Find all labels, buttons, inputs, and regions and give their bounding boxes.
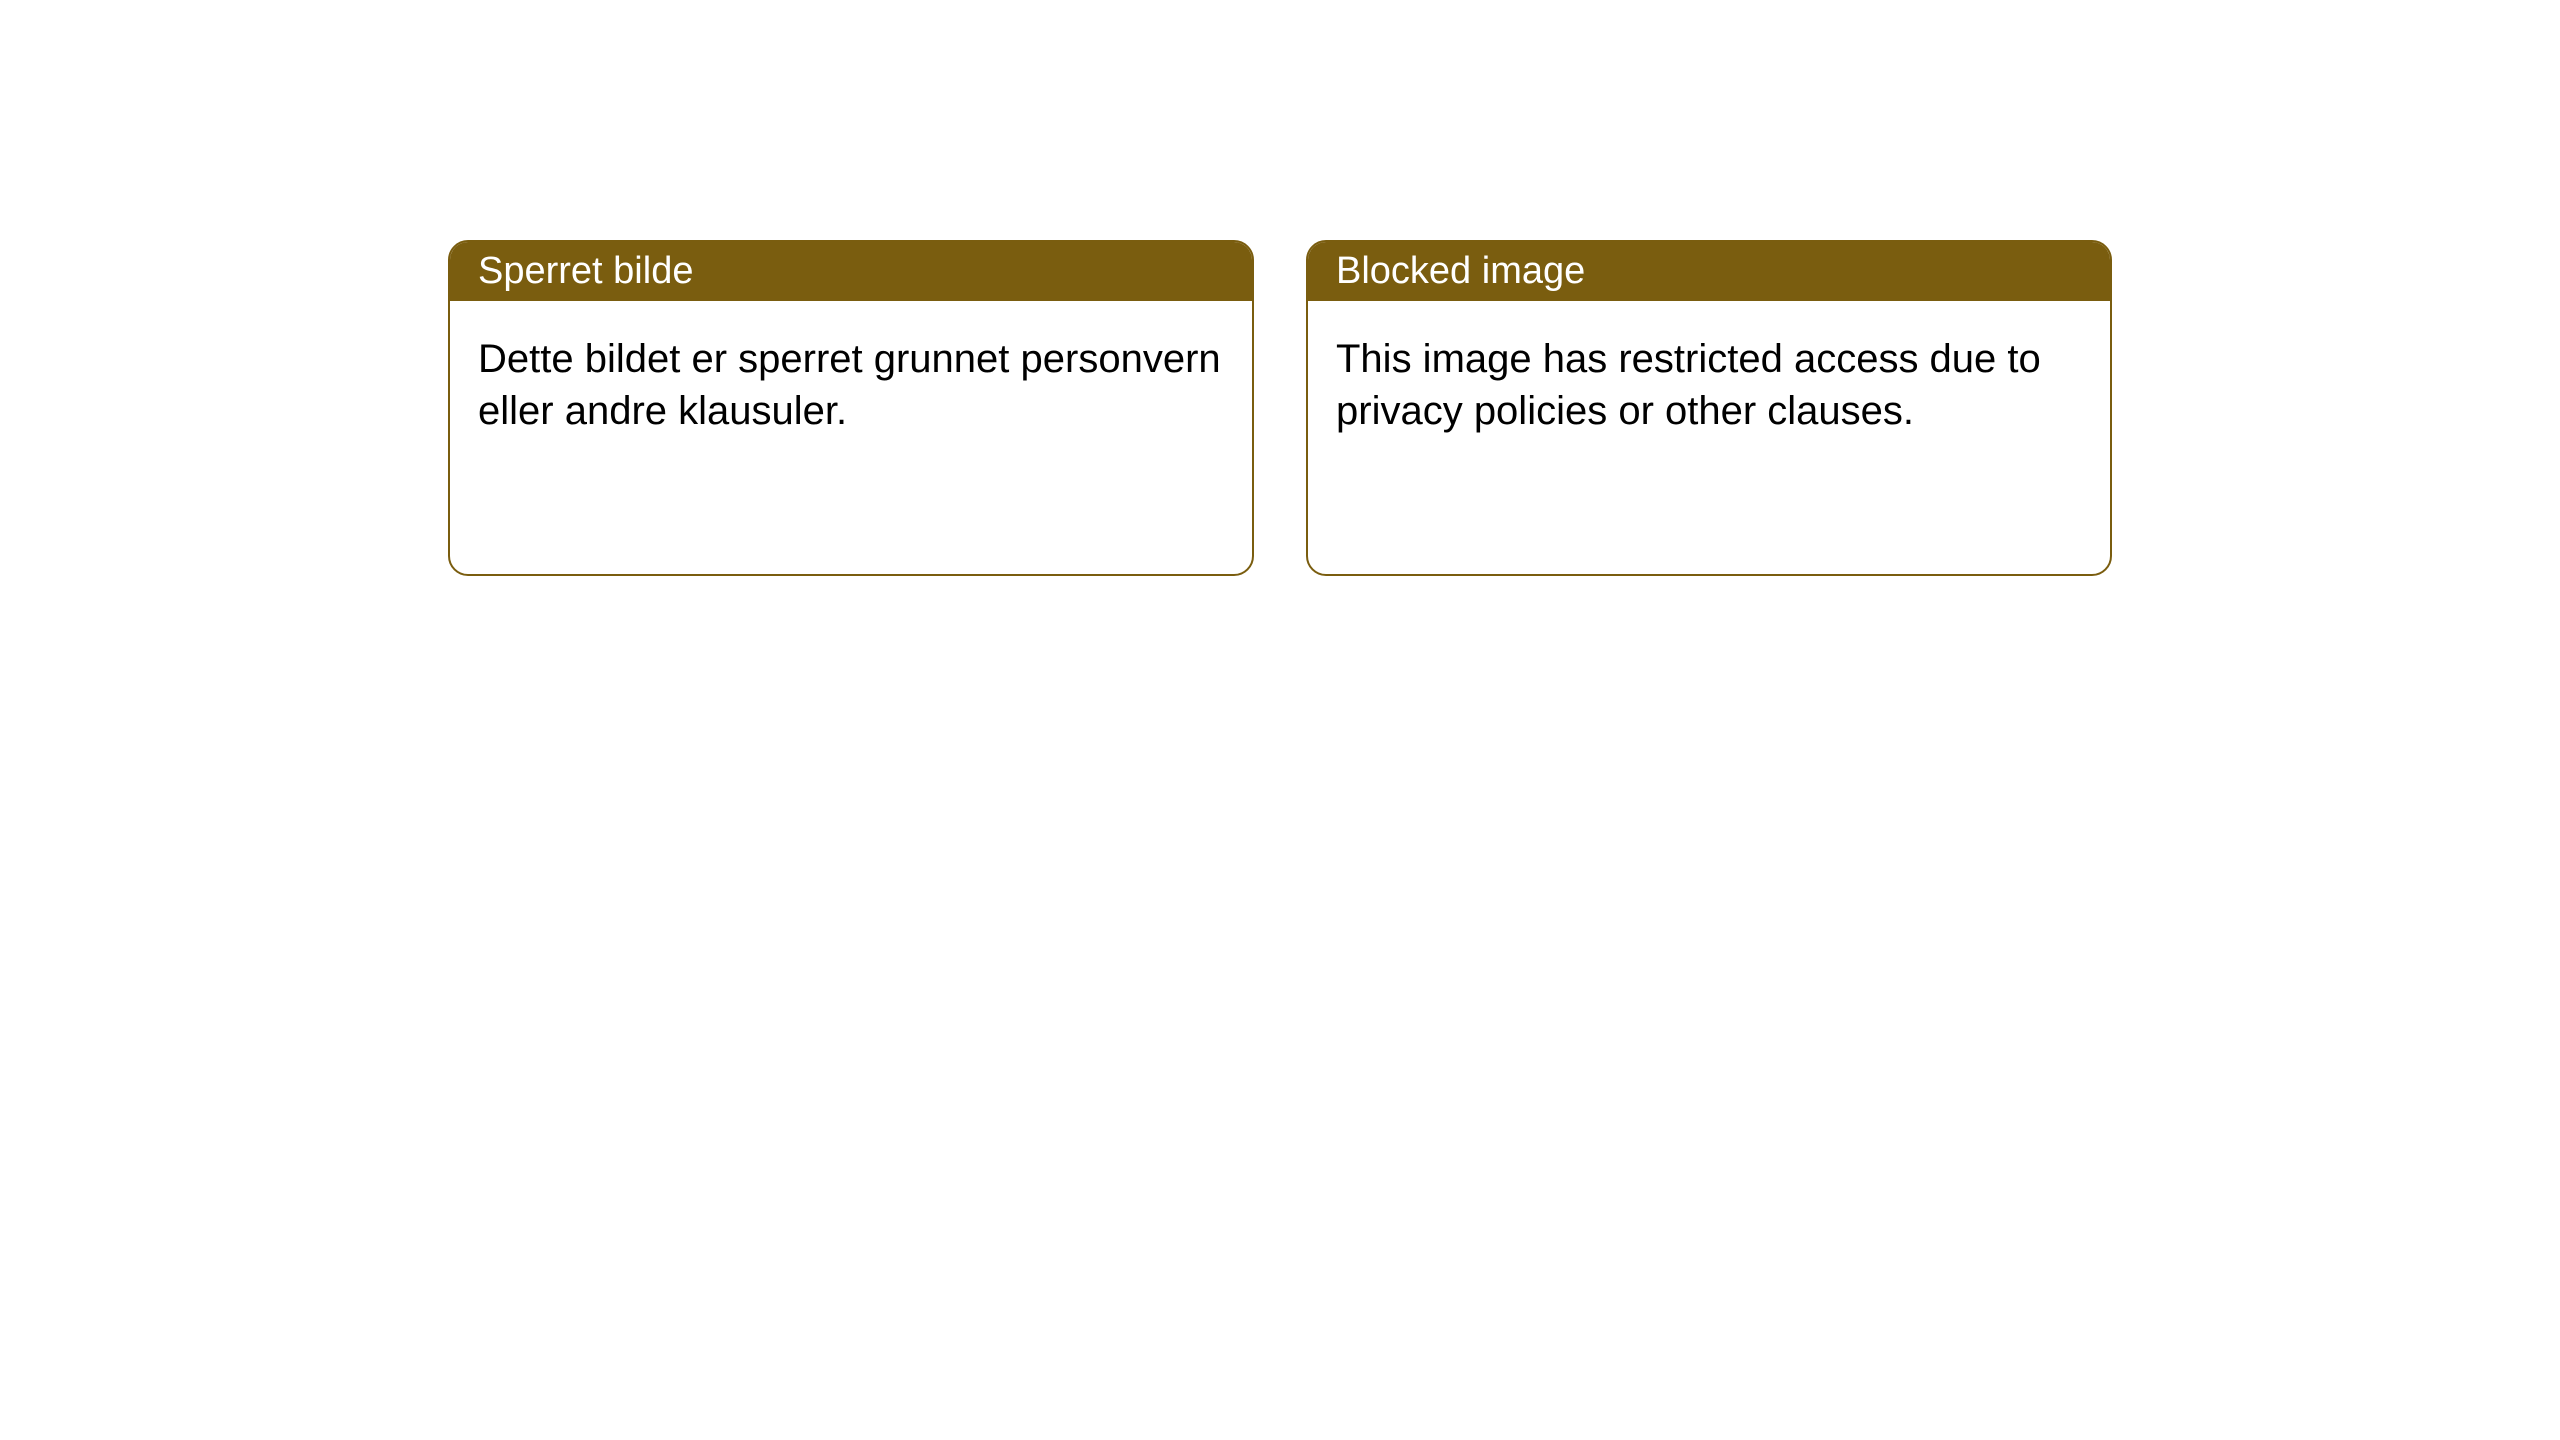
notice-body: Dette bildet er sperret grunnet personve…: [450, 301, 1252, 574]
notice-header: Sperret bilde: [450, 242, 1252, 301]
notice-header: Blocked image: [1308, 242, 2110, 301]
notice-container: Sperret bilde Dette bildet er sperret gr…: [448, 240, 2112, 576]
notice-card-norwegian: Sperret bilde Dette bildet er sperret gr…: [448, 240, 1254, 576]
notice-card-english: Blocked image This image has restricted …: [1306, 240, 2112, 576]
notice-body: This image has restricted access due to …: [1308, 301, 2110, 574]
